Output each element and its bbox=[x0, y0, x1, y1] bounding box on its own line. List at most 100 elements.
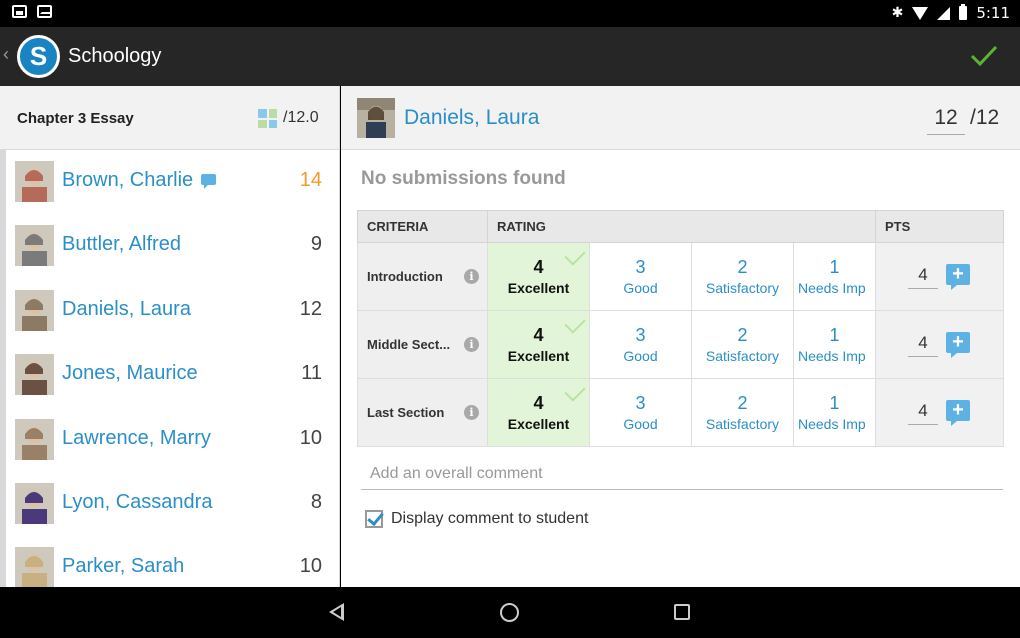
student-row[interactable]: Jones, Maurice 11 bbox=[0, 343, 339, 408]
student-score: 8 bbox=[310, 490, 322, 513]
student-row[interactable]: 14 Brown, Charlie bbox=[0, 150, 339, 215]
rating-option[interactable]: 2 Satisfactory bbox=[691, 310, 794, 379]
rating-value: 1 bbox=[829, 257, 840, 277]
pts-header: PTS bbox=[875, 210, 1004, 243]
rating-label: Needs Imp bbox=[798, 416, 866, 432]
grade-grid-icon[interactable] bbox=[258, 109, 277, 128]
bluetooth-icon: ✱ bbox=[891, 5, 904, 21]
mail-notification-icon bbox=[37, 5, 52, 18]
student-name: Lawrence, Marry bbox=[62, 426, 211, 449]
rating-option[interactable]: 3 Good bbox=[589, 242, 692, 311]
back-nav-icon[interactable] bbox=[329, 603, 344, 621]
add-comment-icon[interactable]: + bbox=[946, 332, 970, 358]
wifi-icon bbox=[912, 6, 929, 20]
student-score: 11 bbox=[301, 362, 322, 385]
student-name: Daniels, Laura bbox=[62, 297, 191, 320]
rating-option[interactable]: 4 Excellent bbox=[487, 310, 590, 379]
points-input[interactable]: 4 bbox=[908, 265, 938, 289]
rubric-row: Middle Sect... i 4 Excellent 3 Good 2 Satisfact… bbox=[357, 310, 1004, 379]
student-row[interactable]: Buttler, Alfred 9 bbox=[0, 214, 339, 279]
avatar-hair bbox=[25, 298, 43, 310]
display-comment-option[interactable]: Display comment to student bbox=[365, 510, 588, 528]
avatar-shirt bbox=[22, 315, 47, 331]
criterion-name: Introduction bbox=[367, 269, 443, 284]
info-icon[interactable]: i bbox=[464, 269, 479, 284]
home-nav-icon[interactable] bbox=[500, 603, 519, 622]
criterion-name: Middle Sect... bbox=[367, 337, 451, 352]
student-row[interactable]: Lawrence, Marry 10 bbox=[0, 407, 339, 472]
recent-apps-icon[interactable] bbox=[674, 604, 690, 620]
schoology-logo[interactable]: S bbox=[17, 35, 60, 78]
student-list-panel: Chapter 3 Essay /12.0 14 Brown, Charlie Bu… bbox=[0, 86, 340, 587]
points-input[interactable]: 4 bbox=[908, 333, 938, 357]
rating-value: 4 bbox=[533, 325, 544, 345]
points-cell: 4 + bbox=[875, 310, 1004, 379]
rating-label: Satisfactory bbox=[705, 348, 780, 364]
criterion-cell: Introduction i bbox=[357, 242, 488, 311]
avatar bbox=[357, 98, 395, 138]
rubric-row: Introduction i 4 Excellent 3 Good 2 Satisfactor… bbox=[357, 242, 1004, 311]
rating-label: Good bbox=[623, 280, 658, 296]
rating-value: 2 bbox=[737, 257, 748, 277]
add-comment-icon[interactable]: + bbox=[946, 400, 970, 426]
rating-option[interactable]: 1 Needs Imp bbox=[793, 310, 876, 379]
student-name: Buttler, Alfred bbox=[62, 233, 181, 256]
rating-option[interactable]: 2 Satisfactory bbox=[691, 378, 794, 447]
selected-student-name[interactable]: Daniels, Laura bbox=[404, 106, 540, 129]
rating-option[interactable]: 4 Excellent bbox=[487, 378, 590, 447]
student-name: Lyon, Cassandra bbox=[62, 490, 213, 513]
points-cell: 4 + bbox=[875, 378, 1004, 447]
avatar bbox=[15, 418, 54, 460]
assignment-max-points: /12.0 bbox=[283, 109, 319, 126]
student-row[interactable]: Lyon, Cassandra 8 bbox=[0, 471, 339, 537]
rating-value: 4 bbox=[533, 393, 544, 413]
avatar-shirt bbox=[22, 573, 47, 587]
add-comment-icon[interactable]: + bbox=[946, 264, 970, 290]
avatar-shirt bbox=[22, 187, 47, 202]
student-row[interactable]: Daniels, Laura 12 bbox=[0, 278, 339, 344]
grade-max: /12 bbox=[970, 106, 1000, 129]
rating-value: 2 bbox=[737, 325, 748, 345]
rating-label: Excellent bbox=[507, 348, 570, 364]
avatar-hair bbox=[25, 363, 43, 375]
display-comment-label: Display comment to student bbox=[391, 510, 589, 527]
grade-input[interactable]: 12 bbox=[927, 106, 965, 135]
avatar bbox=[15, 225, 54, 267]
rating-value: 4 bbox=[533, 257, 544, 277]
display-comment-checkbox[interactable] bbox=[365, 510, 383, 528]
avatar bbox=[15, 547, 54, 587]
avatar-shirt bbox=[22, 251, 47, 267]
rating-label: Good bbox=[623, 348, 658, 364]
done-check-icon[interactable] bbox=[968, 39, 1000, 71]
signal-icon bbox=[937, 6, 951, 20]
criterion-cell: Middle Sect... i bbox=[357, 310, 488, 379]
student-name: Brown, Charlie bbox=[62, 169, 194, 191]
rating-option[interactable]: 1 Needs Imp bbox=[793, 242, 876, 311]
avatar-hair bbox=[25, 170, 43, 181]
avatar-shirt bbox=[22, 444, 47, 460]
no-submissions-text: No submissions found bbox=[361, 168, 566, 189]
app-title: Schoology bbox=[68, 45, 162, 67]
rating-value: 1 bbox=[829, 393, 840, 413]
rating-option[interactable]: 3 Good bbox=[589, 378, 692, 447]
student-row[interactable]: Parker, Sarah 10 bbox=[0, 536, 339, 587]
info-icon[interactable]: i bbox=[464, 405, 479, 420]
info-icon[interactable]: i bbox=[464, 337, 479, 352]
up-navigation-icon[interactable]: ‹ bbox=[3, 44, 9, 64]
rating-option[interactable]: 2 Satisfactory bbox=[691, 242, 794, 311]
rating-value: 3 bbox=[635, 393, 646, 413]
avatar bbox=[15, 289, 54, 331]
image-notification-icon bbox=[12, 5, 27, 18]
avatar-hair bbox=[25, 427, 43, 439]
rating-option[interactable]: 3 Good bbox=[589, 310, 692, 379]
rating-value: 2 bbox=[737, 393, 748, 413]
points-input[interactable]: 4 bbox=[908, 401, 938, 425]
rating-header: RATING bbox=[487, 210, 876, 243]
criterion-name: Last Section bbox=[367, 405, 445, 420]
rating-option[interactable]: 4 Excellent bbox=[487, 242, 590, 311]
rating-label: Satisfactory bbox=[705, 280, 780, 296]
rating-label: Needs Imp bbox=[798, 348, 866, 364]
avatar-hair bbox=[25, 234, 43, 246]
rating-option[interactable]: 1 Needs Imp bbox=[793, 378, 876, 447]
overall-comment-input[interactable] bbox=[361, 458, 1003, 490]
